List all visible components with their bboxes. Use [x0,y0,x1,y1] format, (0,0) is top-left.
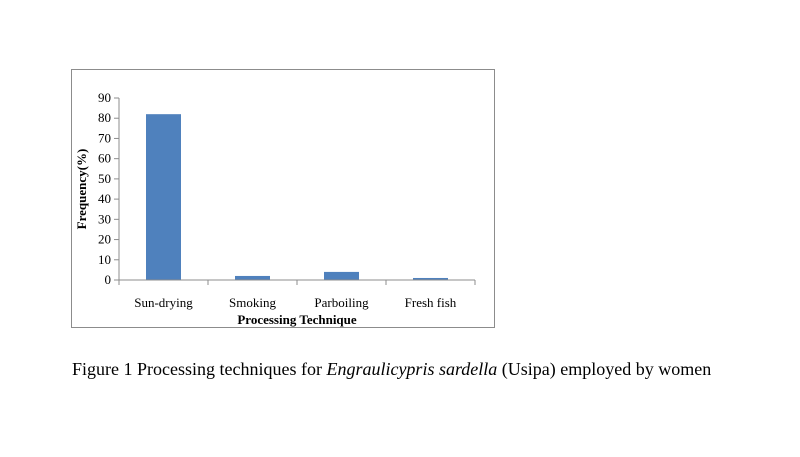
y-tick-label: 70 [98,130,111,145]
y-tick-label: 20 [98,232,111,247]
y-tick-label: 30 [98,211,111,226]
y-tick-label: 50 [98,171,111,186]
y-tick-label: 90 [98,90,111,105]
x-axis-ticks: Sun-drying Smoking Parboiling Fresh fish [118,280,476,310]
y-tick-label: 40 [98,191,111,206]
y-tick-label: 80 [98,110,111,125]
x-tick-label: Fresh fish [405,295,457,310]
bar-parboiling [324,271,359,280]
x-axis-title: Processing Technique [237,312,357,327]
y-axis-ticks: 0 10 20 30 40 50 60 70 80 90 [98,90,119,287]
bar-fresh-fish [413,277,448,280]
bar-chart: 0 10 20 30 40 50 60 70 80 90 Sun-drying Smoking Par… [74,90,476,327]
bar-smoking [235,275,270,280]
chart-frame: 0 10 20 30 40 50 60 70 80 90 Sun-drying Smoking Par… [71,69,495,328]
y-tick-label: 10 [98,252,111,267]
x-tick-label: Sun-drying [134,295,193,310]
bar-sun-drying [146,114,181,280]
caption-species: Engraulicypris sardella [326,359,498,379]
x-tick-label: Parboiling [314,295,369,310]
caption-prefix: Figure 1 Processing techniques for [72,359,327,379]
caption-suffix: (Usipa) employed by women [497,359,712,379]
y-axis-title: Frequency(%) [74,149,89,230]
figure-caption: Figure 1 Processing techniques for Engra… [72,351,772,387]
y-tick-label: 60 [98,151,111,166]
y-tick-label: 0 [105,272,112,287]
x-tick-label: Smoking [229,295,276,310]
bars [146,114,448,280]
